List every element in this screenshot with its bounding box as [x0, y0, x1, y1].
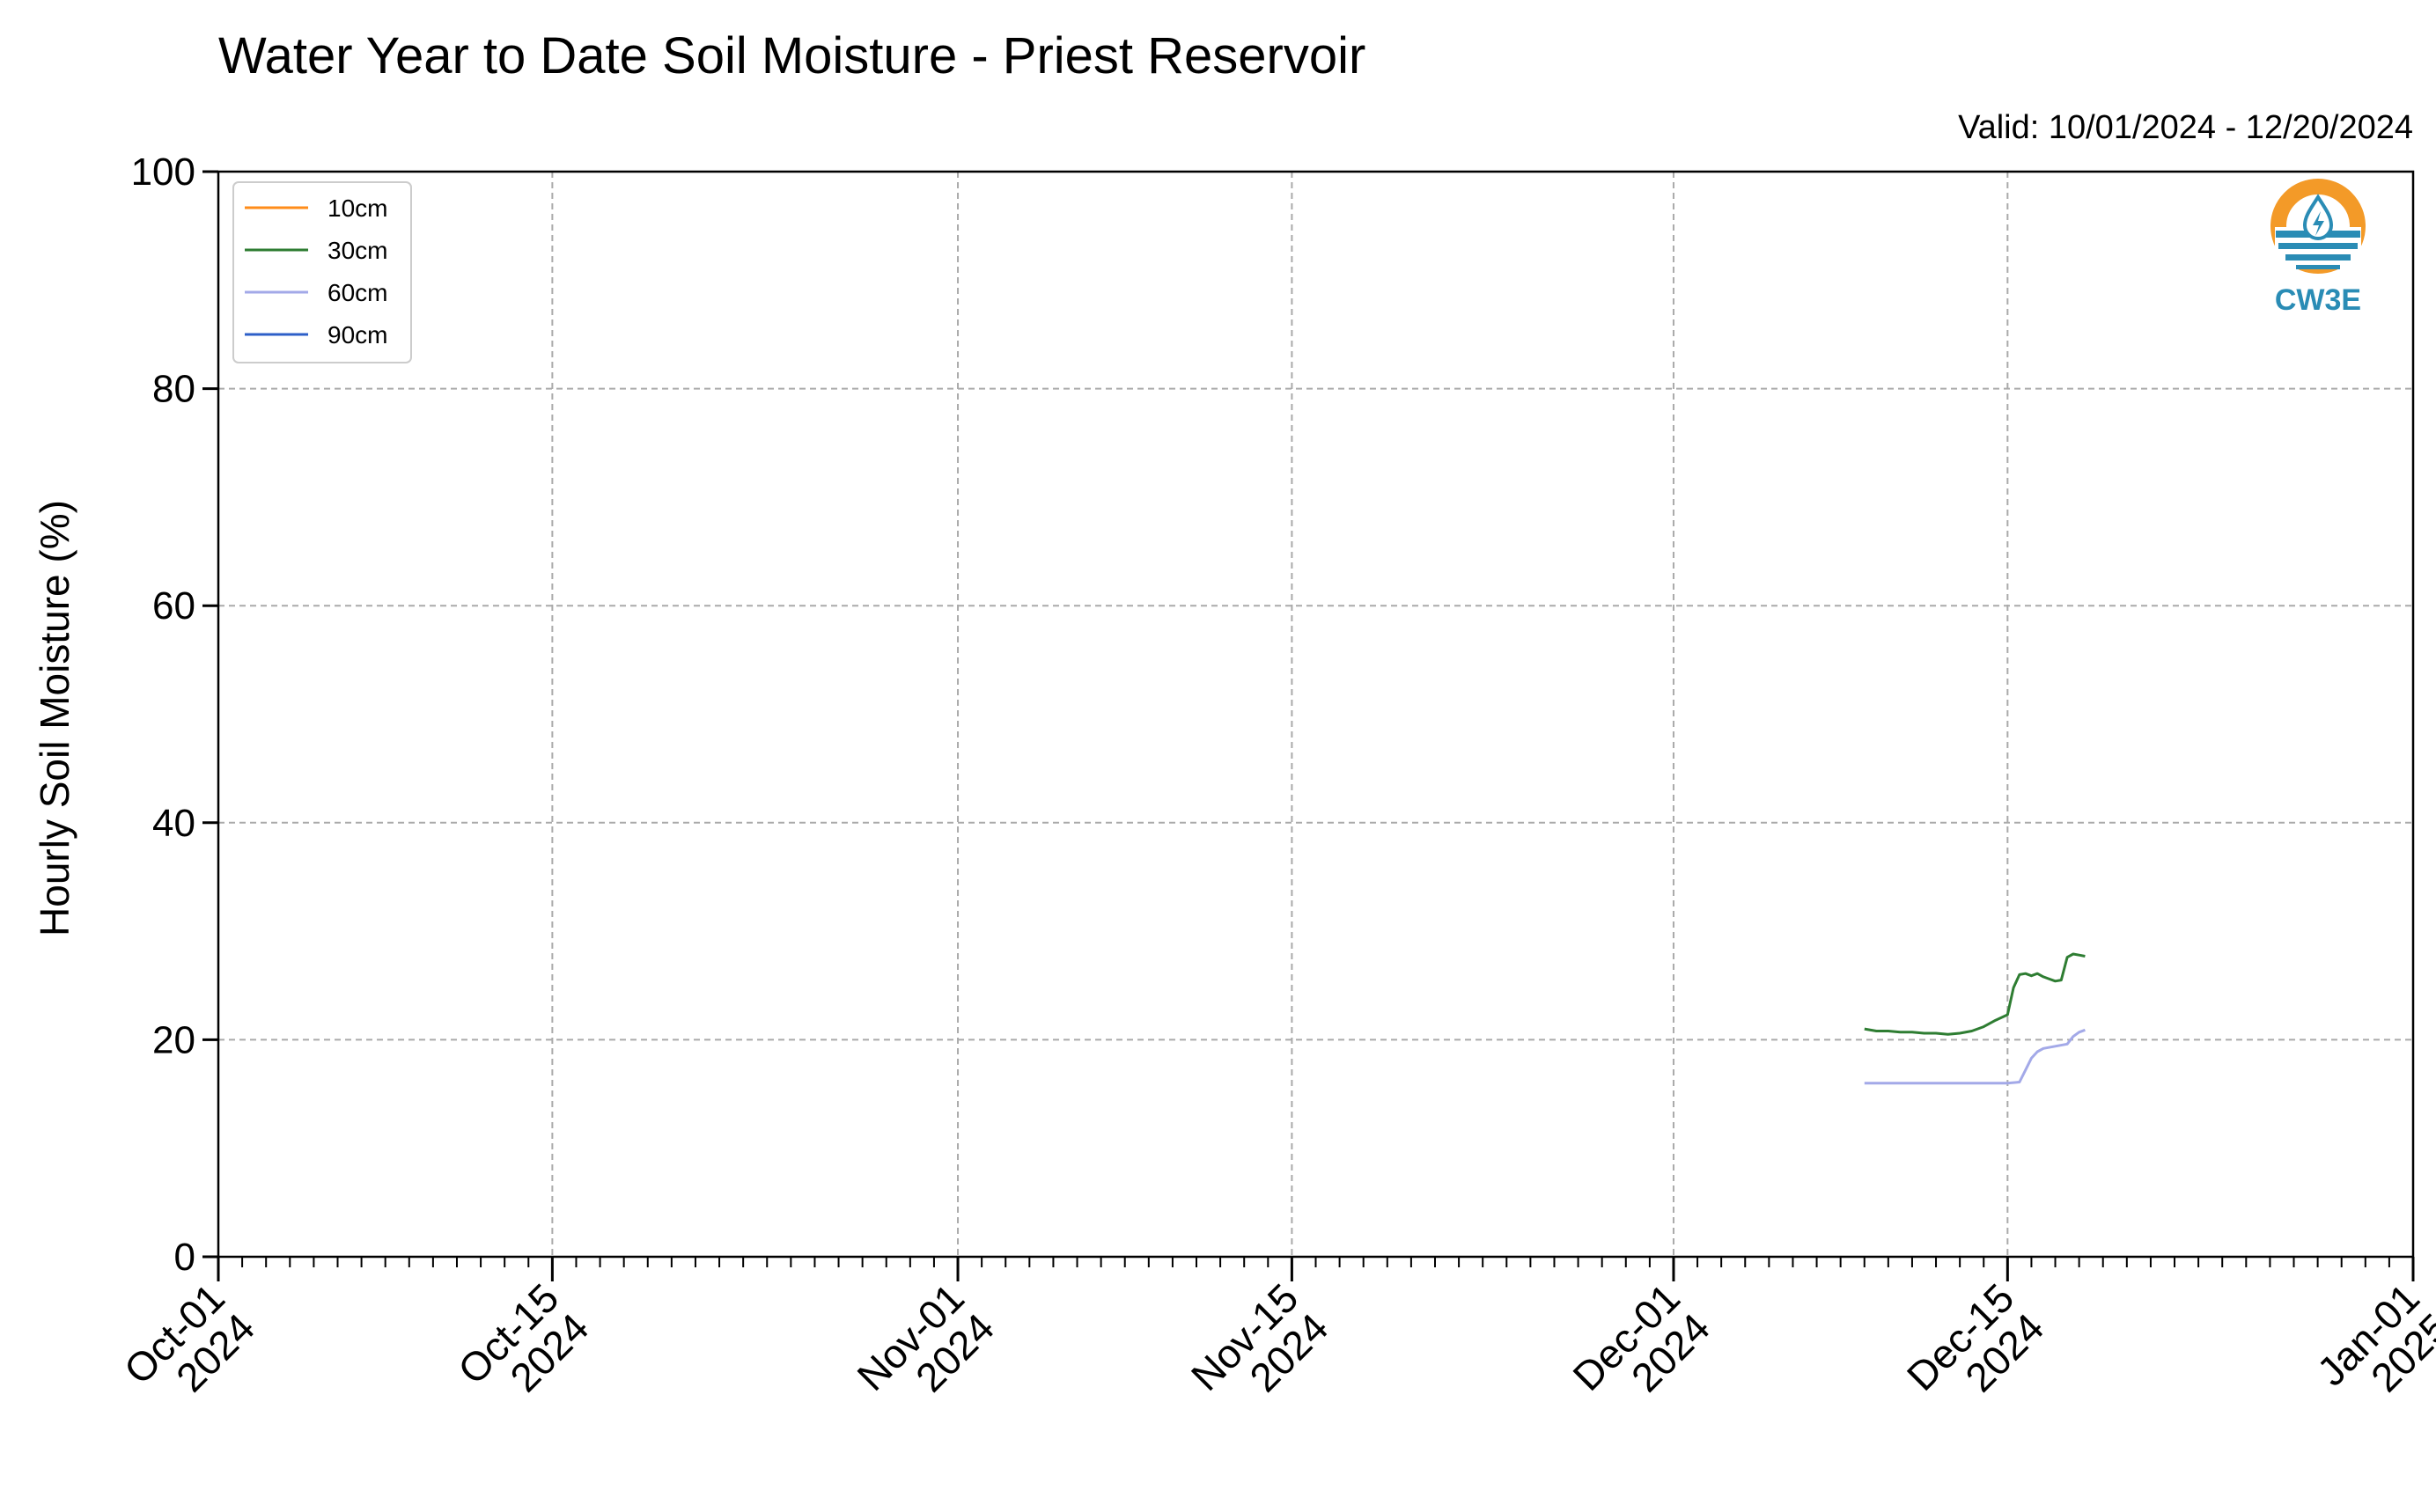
svg-text:Nov-012024: Nov-012024	[848, 1274, 1003, 1429]
y-axis-label: Hourly Soil Moisture (%)	[32, 500, 77, 936]
x-tick-label: Nov-012024	[848, 1274, 1003, 1429]
legend-label-90cm: 90cm	[327, 321, 387, 349]
series-30cm-line	[1864, 952, 2086, 1036]
svg-text:Oct-152024: Oct-152024	[449, 1274, 597, 1422]
x-tick-label: Nov-152024	[1182, 1274, 1337, 1429]
y-tick-label: 20	[152, 1018, 195, 1061]
svg-text:Dec-152024: Dec-152024	[1898, 1274, 2053, 1429]
svg-text:Jan-012025: Jan-012025	[2308, 1274, 2436, 1424]
y-tick-label: 0	[174, 1236, 195, 1279]
x-tick-label: Dec-152024	[1898, 1274, 2053, 1429]
logo-water-waves	[2276, 231, 2360, 269]
chart-subtitle: Valid: 10/01/2024 - 12/20/2024	[1958, 109, 2413, 146]
svg-text:Dec-012024: Dec-012024	[1564, 1274, 1718, 1429]
axes-layer	[217, 170, 2415, 1259]
y-tick-label: 60	[152, 584, 195, 628]
x-tick-label: Oct-012024	[115, 1274, 263, 1422]
bolt-icon	[2313, 211, 2324, 236]
y-tick-label: 100	[131, 150, 195, 194]
svg-text:Nov-152024: Nov-152024	[1182, 1274, 1337, 1429]
grid-layer	[218, 172, 2413, 1257]
x-tick-label: Jan-012025	[2308, 1274, 2436, 1424]
legend-label-30cm: 30cm	[327, 237, 387, 264]
series-layer	[1864, 952, 2086, 1085]
x-tick-label: Dec-012024	[1564, 1274, 1718, 1429]
series-60cm-line	[1864, 1028, 2086, 1085]
legend-label-60cm: 60cm	[327, 279, 387, 306]
legend-label-10cm: 10cm	[327, 195, 387, 222]
y-tick-label: 80	[152, 368, 195, 411]
logo-text: CW3E	[2275, 283, 2361, 317]
cw3e-logo: CW3E	[2270, 179, 2366, 317]
x-tick-label: Oct-152024	[449, 1274, 597, 1422]
svg-text:Oct-012024: Oct-012024	[115, 1274, 263, 1422]
legend: 10cm 30cm 60cm 90cm	[232, 181, 412, 363]
y-ticks: 0 20 40 60 80 100	[131, 150, 218, 1279]
plot-frame	[217, 170, 2415, 1259]
chart-title: Water Year to Date Soil Moisture - Pries…	[218, 27, 1365, 84]
legend-frame	[232, 181, 412, 363]
y-tick-label: 40	[152, 802, 195, 845]
x-ticks: Oct-012024 Oct-152024 Nov-012024 Nov-152024…	[115, 1257, 2436, 1429]
